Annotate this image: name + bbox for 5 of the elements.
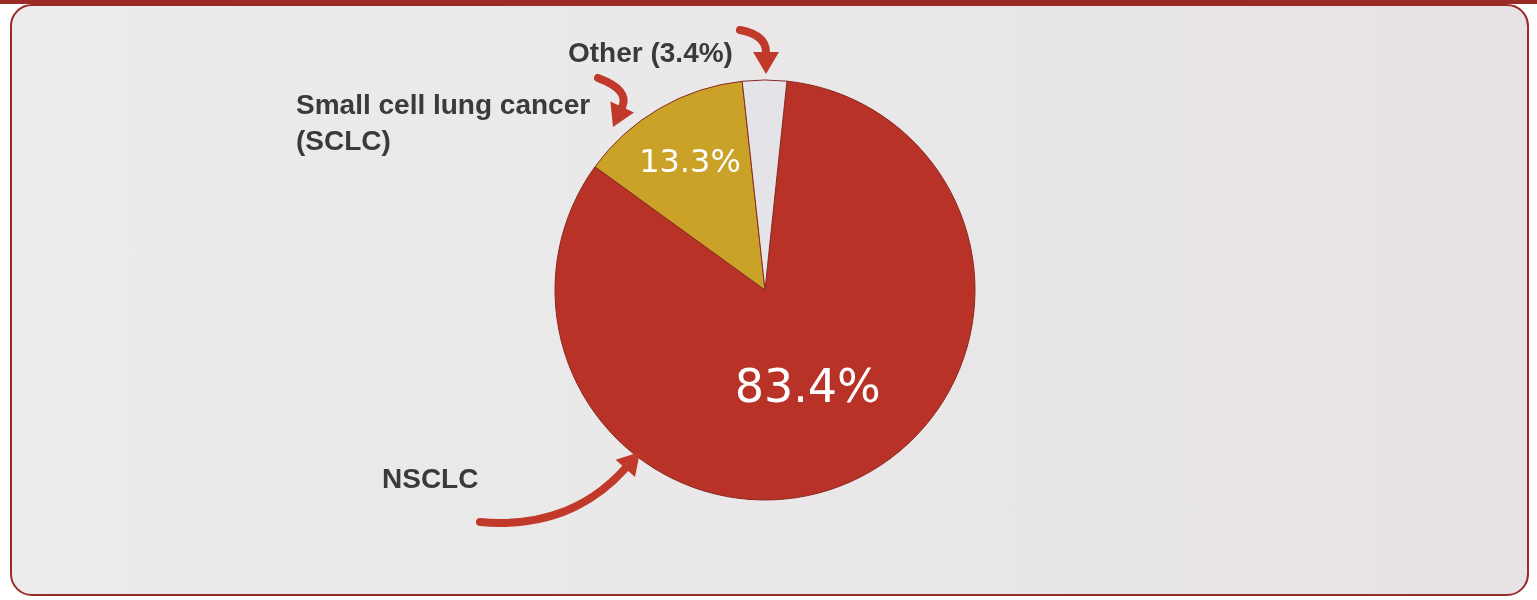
data-label: 13.3%	[639, 141, 741, 180]
slice-label: Small cell lung cancer (SCLC)	[296, 89, 591, 157]
slice-label: NSCLC	[382, 463, 479, 494]
data-label: 83.4%	[734, 358, 881, 413]
slice-label: Other (3.4%)	[568, 37, 733, 68]
